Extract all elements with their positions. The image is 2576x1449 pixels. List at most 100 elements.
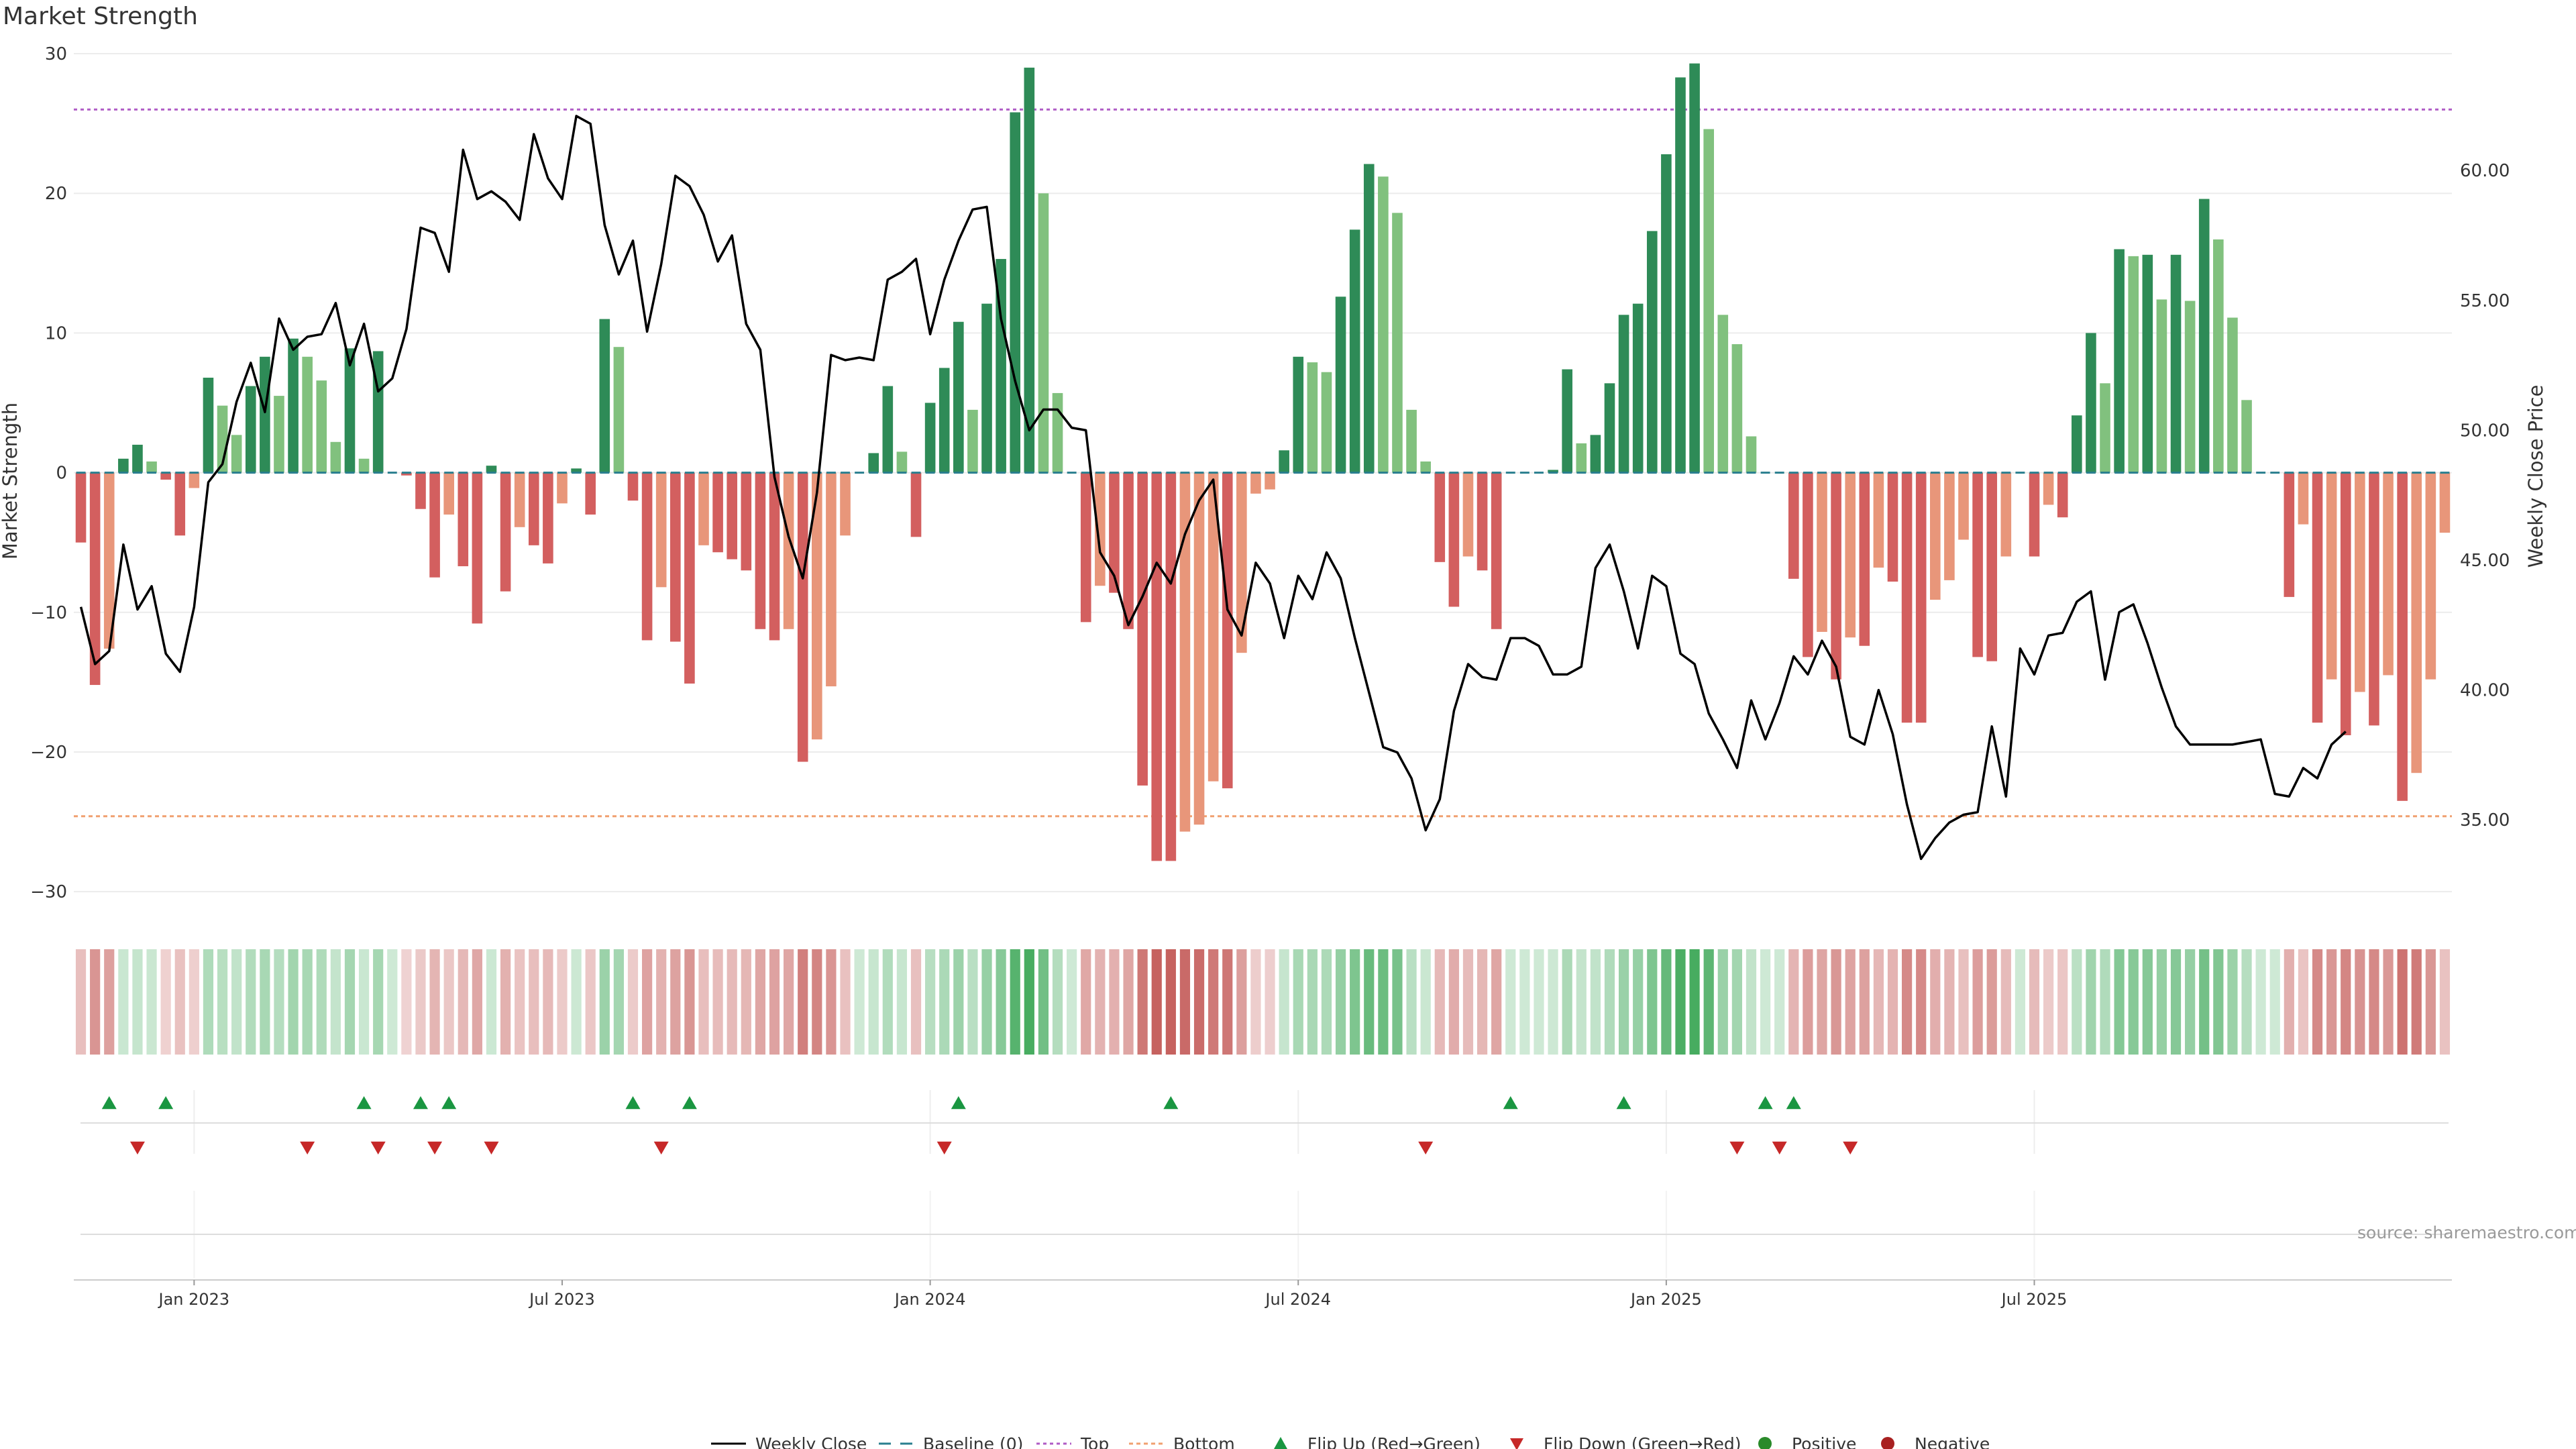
strength-bar: [1378, 176, 1389, 473]
heat-cell: [472, 949, 482, 1055]
strength-bar: [2043, 472, 2054, 505]
strength-bar: [967, 409, 978, 473]
y-axis-label: Market Strength: [0, 402, 21, 559]
heat-cell: [910, 949, 922, 1055]
strength-bar: [103, 472, 115, 649]
strength-bar: [1349, 229, 1360, 473]
flip-up-marker: [1163, 1096, 1179, 1110]
heat-cell: [1505, 949, 1516, 1055]
heat-cell: [1250, 949, 1261, 1055]
strength-bar: [2284, 472, 2295, 597]
strength-bar: [1137, 472, 1148, 786]
heat-cell: [1038, 949, 1049, 1055]
heat-cell: [2170, 949, 2182, 1055]
strength-bar: [358, 458, 370, 473]
heat-cell: [670, 949, 681, 1055]
flip-up-marker: [356, 1096, 372, 1110]
strength-bar: [1562, 369, 1572, 473]
heat-cell: [784, 949, 794, 1055]
strength-bar: [1363, 164, 1375, 473]
strength-bar: [1477, 472, 1488, 571]
heat-cell: [443, 949, 454, 1055]
strength-bar: [1817, 472, 1827, 632]
strength-bar: [840, 472, 851, 536]
strength-bar: [812, 472, 822, 740]
heat-cell: [1958, 949, 1969, 1055]
strength-bar: [727, 472, 738, 559]
heat-cell: [1165, 949, 1176, 1055]
heat-cell: [826, 949, 837, 1055]
heat-cell: [1081, 949, 1091, 1055]
strength-bar: [288, 338, 299, 473]
strength-bar: [613, 347, 625, 473]
weekly-close-path: [79, 115, 2347, 861]
legend-label: Negative: [1915, 1434, 1990, 1449]
heat-cell: [868, 949, 879, 1055]
strength-bar: [2383, 472, 2394, 676]
flip-down-marker: [1418, 1141, 1434, 1155]
strength-bar: [1208, 472, 1219, 782]
strength-bar: [1689, 63, 1700, 473]
strength-bar: [1618, 315, 1629, 473]
heat-cell: [755, 949, 766, 1055]
strength-bar: [741, 472, 752, 571]
y-tick-label: 0: [56, 464, 67, 484]
strength-bar: [472, 472, 483, 624]
strength-bar: [868, 453, 879, 473]
heat-cell: [1618, 949, 1629, 1055]
strength-bar: [1803, 472, 1813, 657]
strength-bar: [627, 472, 639, 501]
strength-bar: [1731, 344, 1743, 473]
flip-up-marker: [625, 1096, 641, 1110]
strength-bar: [2057, 472, 2068, 518]
strength-bar: [1335, 297, 1346, 473]
legend-swatch: [1881, 1437, 1894, 1449]
flip-down-marker: [1729, 1141, 1745, 1155]
strength-bar: [260, 356, 270, 473]
strength-bar: [1788, 472, 1799, 579]
strength-bar: [231, 435, 242, 473]
strength-bar: [75, 472, 87, 543]
heat-cell: [1193, 949, 1205, 1055]
strength-bar: [429, 472, 440, 578]
flip-down-marker: [1843, 1141, 1858, 1155]
legend-swatch: [1274, 1437, 1287, 1449]
strength-bar: [684, 472, 695, 684]
strength-bar: [2100, 383, 2110, 473]
heat-cell: [1236, 949, 1247, 1055]
heat-cell: [543, 949, 553, 1055]
heat-cell: [1010, 949, 1020, 1055]
strength-bar: [797, 472, 808, 762]
strength-bar: [655, 472, 667, 588]
flip-up-marker: [682, 1096, 697, 1110]
heat-cell: [1873, 949, 1884, 1055]
strength-bar: [2142, 254, 2153, 473]
x-tick-label: Jul 2025: [2000, 1290, 2068, 1309]
strength-bar: [2114, 249, 2125, 473]
legend-label: Weekly Close: [755, 1434, 867, 1449]
right-axis: 60.00 55.00 50.00 45.00 40.00 35.00 Weekly Clo…: [2460, 161, 2547, 830]
heat-cell: [1803, 949, 1813, 1055]
heat-cell: [1703, 949, 1714, 1055]
heat-cell: [2355, 949, 2365, 1055]
strength-bar: [2227, 317, 2238, 473]
heat-cell: [2015, 949, 2026, 1055]
heat-cell: [854, 949, 865, 1055]
heat-cell: [2142, 949, 2153, 1055]
threshold-lines: [74, 108, 2452, 818]
strength-bar: [896, 451, 908, 473]
heat-cell: [1477, 949, 1488, 1055]
strength-bar: [783, 472, 794, 629]
strength-bar: [1080, 472, 1091, 623]
strength-bar: [2128, 256, 2139, 473]
strength-bar: [330, 441, 341, 473]
heat-cell: [925, 949, 936, 1055]
strength-heat-strip: [75, 949, 2451, 1055]
heat-cell: [1406, 949, 1417, 1055]
heat-cell: [1944, 949, 1955, 1055]
x-tick-label: Jan 2024: [894, 1290, 966, 1309]
heat-cell: [429, 949, 440, 1055]
strength-bar: [1831, 472, 1841, 680]
flip-up-marker: [1616, 1096, 1631, 1110]
heat-cell: [2383, 949, 2394, 1055]
